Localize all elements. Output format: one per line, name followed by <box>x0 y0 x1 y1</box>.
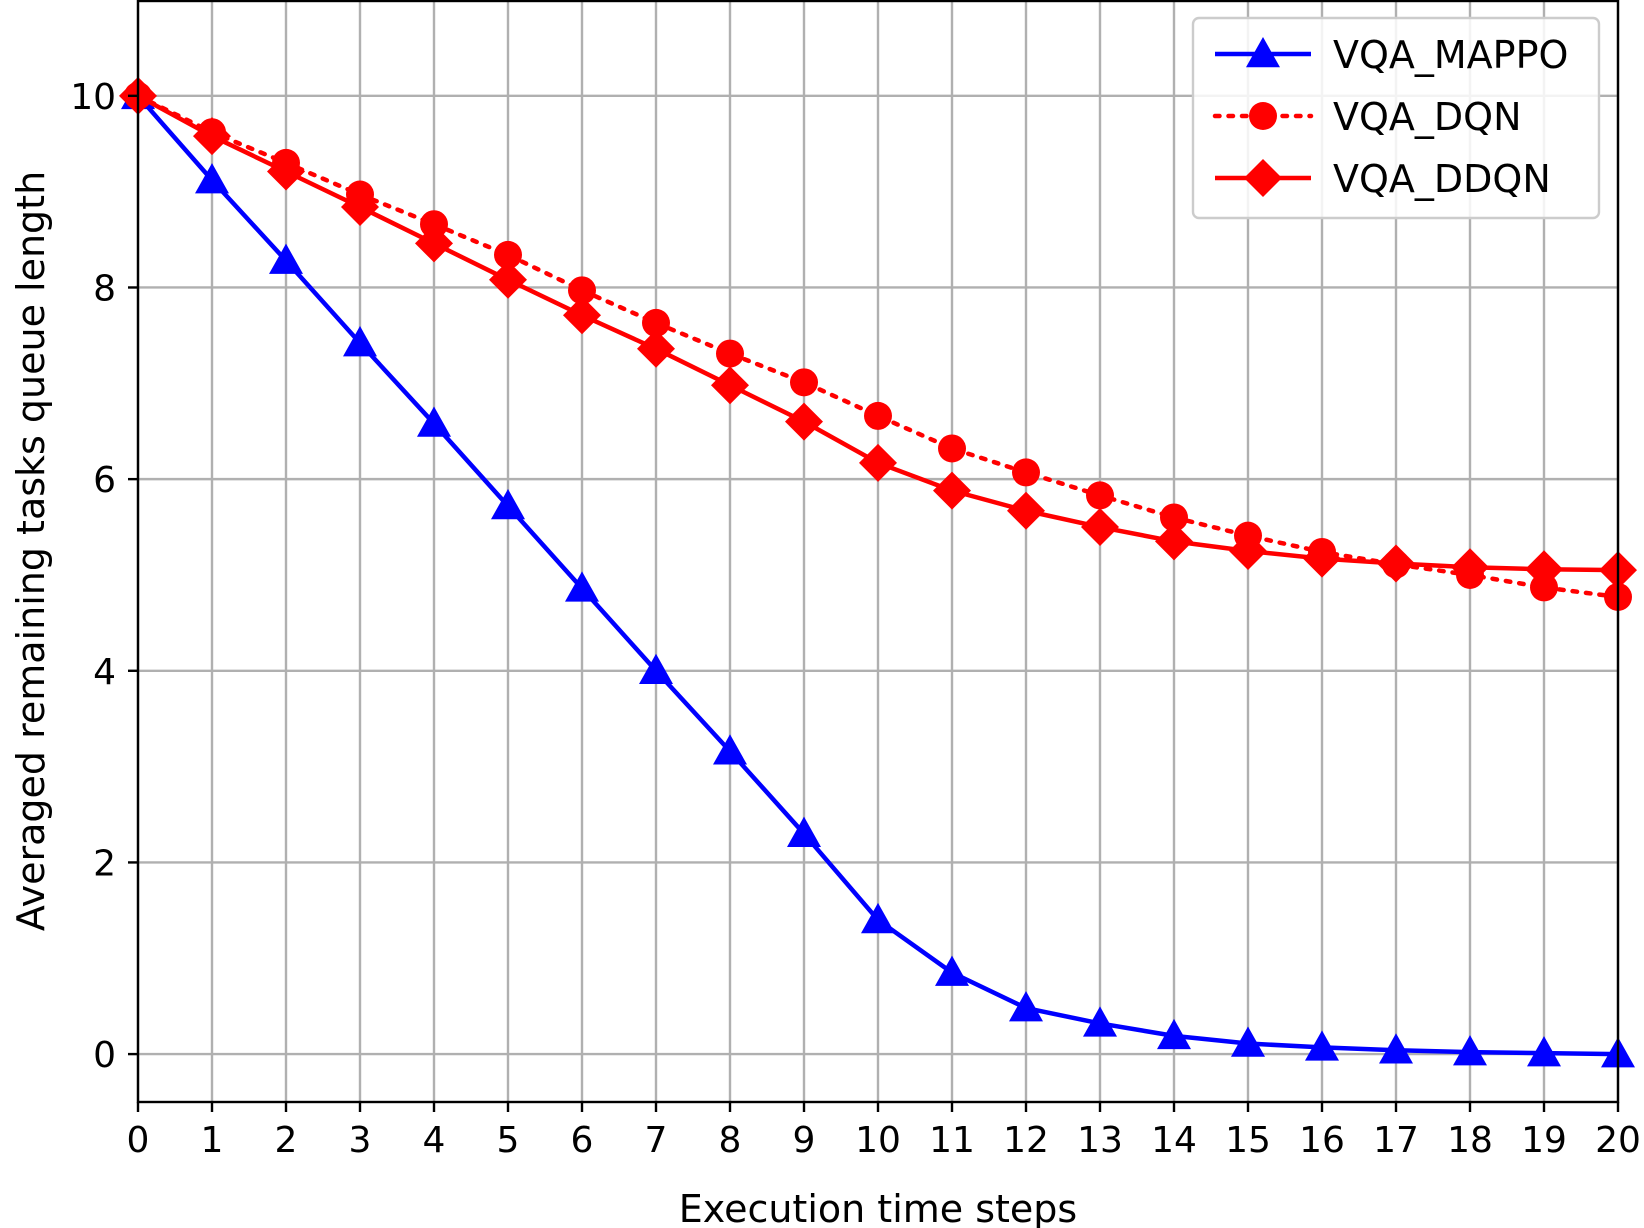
x-axis-ticks: 0 1 2 3 4 5 6 7 8 9 10 11 12 13 14 15 16 17 18 19 20 <box>127 1102 1641 1161</box>
x-tick-label: 3 <box>349 1120 372 1161</box>
data-point-vqa-ddqn <box>1525 550 1563 589</box>
data-point-vqa-dqn <box>790 368 818 397</box>
x-tick-label: 18 <box>1447 1120 1493 1161</box>
data-point-vqa-mappo <box>1157 1018 1191 1050</box>
x-tick-label: 16 <box>1299 1120 1345 1161</box>
data-point-vqa-mappo <box>935 955 969 986</box>
data-point-vqa-mappo <box>1453 1035 1487 1066</box>
series-group <box>119 76 1637 1068</box>
data-point-vqa-ddqn <box>267 152 305 191</box>
data-point-vqa-mappo <box>1083 1006 1117 1037</box>
data-point-vqa-dqn <box>938 434 966 463</box>
x-tick-label: 20 <box>1595 1120 1641 1161</box>
series-vqa-ddqn <box>119 76 1637 590</box>
data-point-vqa-ddqn <box>489 260 527 299</box>
x-tick-label: 15 <box>1225 1120 1271 1161</box>
data-point-vqa-ddqn <box>785 402 823 441</box>
data-point-vqa-ddqn <box>193 117 231 156</box>
data-point-vqa-dqn <box>420 210 448 239</box>
data-point-vqa-dqn <box>642 308 670 337</box>
data-point-vqa-mappo <box>343 326 377 357</box>
legend-label-vqa-dqn: VQA_DQN <box>1333 95 1522 139</box>
legend-marker-vqa-dqn <box>1249 102 1277 130</box>
data-point-vqa-ddqn <box>1081 508 1119 547</box>
data-point-vqa-mappo <box>1231 1026 1265 1057</box>
data-point-vqa-dqn <box>864 401 892 430</box>
y-tick-label: 6 <box>93 460 116 501</box>
y-axis-label: Averaged remaining tasks queue length <box>9 171 53 931</box>
data-point-vqa-dqn <box>568 276 596 305</box>
x-axis-label: Execution time steps <box>679 1187 1077 1228</box>
x-tick-label: 13 <box>1077 1120 1123 1161</box>
data-point-vqa-mappo <box>1527 1036 1561 1067</box>
x-tick-label: 17 <box>1373 1120 1419 1161</box>
data-point-vqa-mappo <box>195 163 229 194</box>
data-point-vqa-ddqn <box>1007 491 1045 530</box>
x-tick-label: 4 <box>423 1120 446 1161</box>
y-tick-label: 10 <box>70 77 116 118</box>
data-point-vqa-mappo <box>491 488 525 520</box>
y-tick-label: 2 <box>93 843 116 884</box>
x-tick-label: 2 <box>275 1120 298 1161</box>
data-point-vqa-ddqn <box>859 443 897 482</box>
legend-label-vqa-mappo: VQA_MAPPO <box>1333 33 1568 77</box>
y-tick-label: 4 <box>93 652 116 693</box>
data-point-vqa-mappo <box>861 902 895 934</box>
data-point-vqa-ddqn <box>563 296 601 335</box>
data-point-vqa-mappo <box>1305 1030 1339 1061</box>
data-point-vqa-mappo <box>713 734 747 765</box>
y-axis-ticks: 0 2 4 6 8 10 <box>70 77 138 1076</box>
data-point-vqa-mappo <box>1379 1033 1413 1064</box>
data-point-vqa-dqn <box>494 240 522 269</box>
data-point-vqa-mappo <box>269 243 303 274</box>
data-point-vqa-ddqn <box>1303 539 1341 578</box>
x-tick-label: 12 <box>1003 1120 1049 1161</box>
legend: VQA_MAPPO VQA_DQN VQA_DDQN <box>1191 16 1601 220</box>
data-point-vqa-dqn <box>1012 458 1040 487</box>
data-point-vqa-ddqn <box>1377 544 1415 583</box>
y-tick-label: 0 <box>93 1035 116 1076</box>
data-point-vqa-ddqn <box>1155 522 1193 561</box>
data-point-vqa-mappo <box>639 653 673 685</box>
x-tick-label: 10 <box>855 1120 901 1161</box>
data-point-vqa-mappo <box>787 816 821 847</box>
x-tick-label: 8 <box>719 1120 742 1161</box>
x-tick-label: 14 <box>1151 1120 1197 1161</box>
x-tick-label: 19 <box>1521 1120 1567 1161</box>
legend-box <box>1191 16 1601 220</box>
x-tick-label: 11 <box>929 1120 975 1161</box>
data-point-vqa-ddqn <box>1229 532 1267 570</box>
data-point-vqa-mappo <box>1009 991 1043 1022</box>
data-point-vqa-dqn <box>716 339 744 368</box>
data-point-vqa-ddqn <box>1451 548 1489 587</box>
legend-label-vqa-ddqn: VQA_DDQN <box>1333 157 1551 201</box>
legend-marker-vqa-ddqn <box>1244 159 1282 197</box>
x-tick-label: 6 <box>571 1120 594 1161</box>
data-point-vqa-dqn <box>1160 503 1188 532</box>
x-tick-label: 0 <box>127 1120 150 1161</box>
data-point-vqa-dqn <box>1086 481 1114 510</box>
x-tick-label: 1 <box>201 1120 224 1161</box>
data-point-vqa-ddqn <box>341 187 379 226</box>
data-point-vqa-mappo <box>417 406 451 437</box>
data-point-vqa-ddqn <box>415 224 453 263</box>
x-tick-label: 5 <box>497 1120 520 1161</box>
x-tick-label: 9 <box>793 1120 816 1161</box>
data-point-vqa-ddqn <box>933 471 971 510</box>
y-tick-label: 8 <box>93 268 116 309</box>
data-point-vqa-ddqn <box>637 329 675 368</box>
data-point-vqa-ddqn <box>711 366 749 405</box>
x-tick-label: 7 <box>645 1120 668 1161</box>
legend-marker-vqa-mappo <box>1246 37 1280 68</box>
data-point-vqa-mappo <box>565 571 599 602</box>
